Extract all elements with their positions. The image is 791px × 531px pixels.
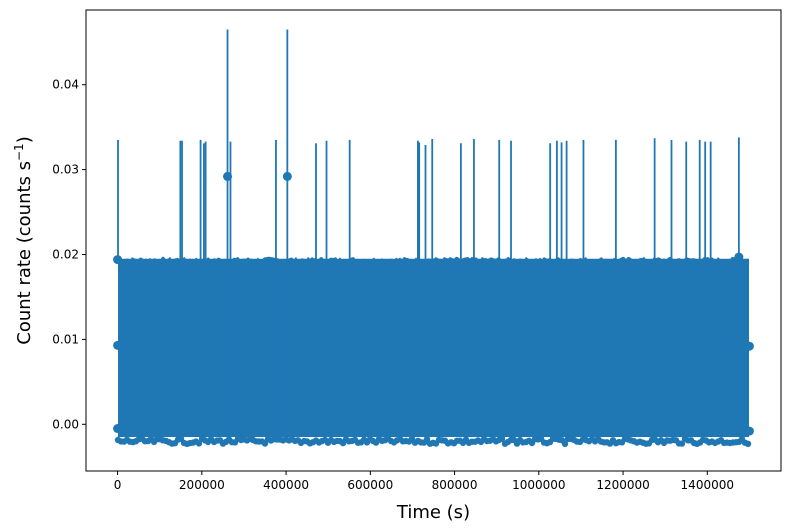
x-axis: 0 200000 400000 600000 800000 1000000 1200000 1…: [114, 471, 734, 492]
x-tick-label: 1400000: [681, 478, 734, 492]
outlier-point: [282, 171, 292, 181]
y-tick-label: 0.03: [52, 163, 79, 177]
x-tick-label: 0: [114, 478, 122, 492]
data-point: [678, 440, 686, 447]
data-point: [561, 440, 569, 447]
x-tick-label: 800000: [432, 478, 478, 492]
data-point: [423, 436, 431, 443]
data-point: [744, 341, 754, 351]
data-point: [195, 440, 203, 447]
data-point: [744, 426, 754, 436]
plot-content: [113, 29, 754, 447]
y-axis-label: Count rate (counts s−1): [12, 136, 35, 344]
outlier-point: [223, 171, 233, 181]
data-point: [113, 340, 123, 350]
data-point: [113, 255, 123, 265]
x-tick-label: 400000: [263, 478, 309, 492]
x-tick-label: 200000: [179, 478, 225, 492]
error-bar-band: [118, 258, 749, 438]
data-point: [744, 440, 752, 447]
axes-frame: [85, 9, 782, 472]
data-point: [498, 435, 506, 442]
y-tick-label: 0.00: [52, 417, 79, 431]
y-tick-label: 0.02: [52, 248, 79, 262]
x-tick-label: 1000000: [512, 478, 565, 492]
x-axis-label: Time (s): [396, 502, 470, 523]
y-axis-label-main: Count rate (counts s: [14, 161, 35, 345]
data-point: [113, 424, 123, 434]
y-axis: 0.00 0.01 0.02 0.03 0.04: [52, 78, 86, 431]
data-point: [734, 252, 744, 262]
x-tick-label: 1200000: [596, 478, 649, 492]
y-axis-label-superscript: −1: [12, 143, 26, 161]
y-tick-label: 0.04: [52, 78, 79, 92]
y-tick-label: 0.01: [52, 332, 79, 346]
y-axis-label-close: ): [14, 136, 35, 143]
x-tick-label: 600000: [347, 478, 393, 492]
